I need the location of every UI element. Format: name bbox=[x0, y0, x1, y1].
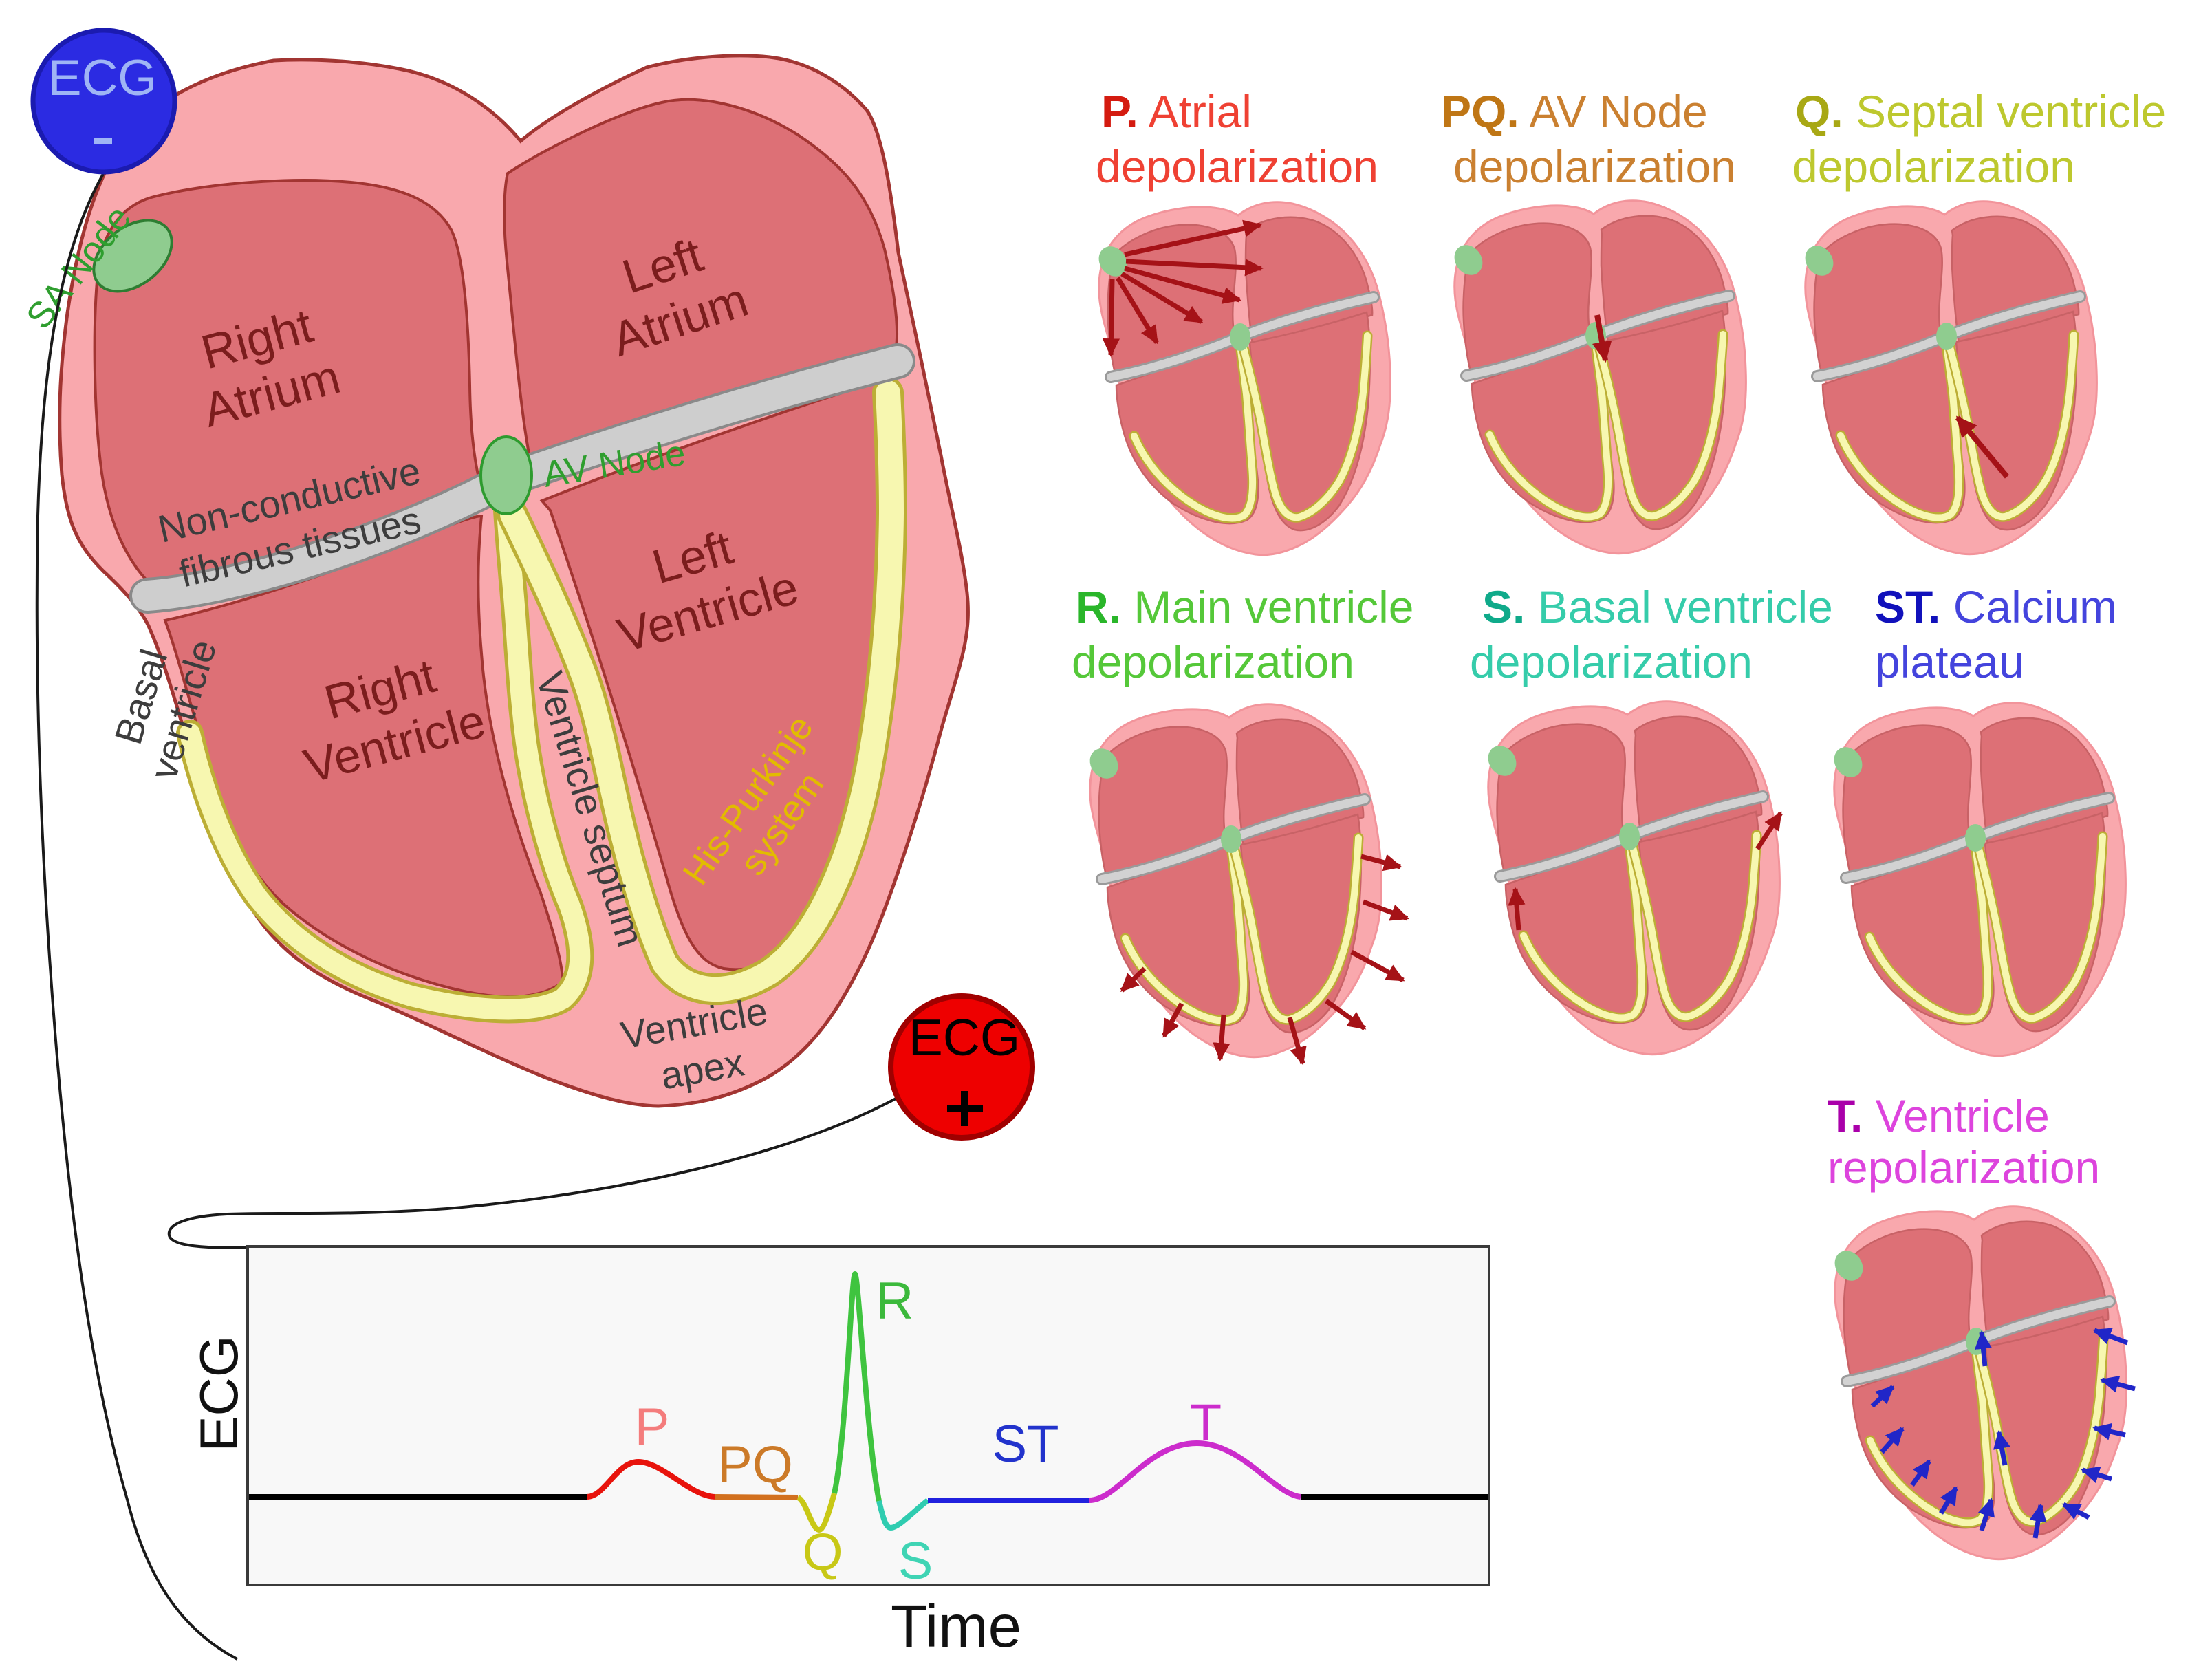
svg-text:S: S bbox=[898, 1532, 933, 1590]
svg-text:P. Atrial: P. Atrial bbox=[1101, 86, 1252, 137]
svg-text:ECG: ECG bbox=[188, 1335, 249, 1451]
svg-text:depolarization: depolarization bbox=[1792, 141, 2075, 192]
svg-text:PQ. AV Node: PQ. AV Node bbox=[1441, 86, 1708, 137]
svg-text:ECG: ECG bbox=[48, 50, 157, 106]
svg-text:T: T bbox=[1190, 1394, 1222, 1452]
svg-text:depolarization: depolarization bbox=[1453, 141, 1736, 192]
svg-text:S. Basal ventricle: S. Basal ventricle bbox=[1482, 581, 1833, 632]
svg-text:PQ: PQ bbox=[717, 1436, 793, 1494]
svg-text:ST. Calcium: ST. Calcium bbox=[1875, 581, 2117, 632]
svg-text:P: P bbox=[635, 1398, 670, 1456]
svg-text:Time: Time bbox=[891, 1593, 1021, 1660]
svg-text:Q: Q bbox=[802, 1523, 843, 1581]
svg-text:depolarization: depolarization bbox=[1096, 141, 1378, 192]
svg-text:ST: ST bbox=[992, 1415, 1059, 1473]
svg-text:plateau: plateau bbox=[1875, 636, 2024, 687]
svg-text:depolarization: depolarization bbox=[1470, 636, 1753, 687]
svg-text:depolarization: depolarization bbox=[1072, 636, 1354, 687]
svg-text:repolarization: repolarization bbox=[1828, 1142, 2100, 1193]
svg-text:T. Ventricle: T. Ventricle bbox=[1828, 1090, 2050, 1141]
svg-text:Q. Septal ventricle: Q. Septal ventricle bbox=[1795, 86, 2166, 137]
svg-text:R: R bbox=[876, 1272, 914, 1330]
svg-text:ECG: ECG bbox=[909, 1008, 1021, 1066]
svg-text:R. Main ventricle: R. Main ventricle bbox=[1076, 581, 1414, 632]
